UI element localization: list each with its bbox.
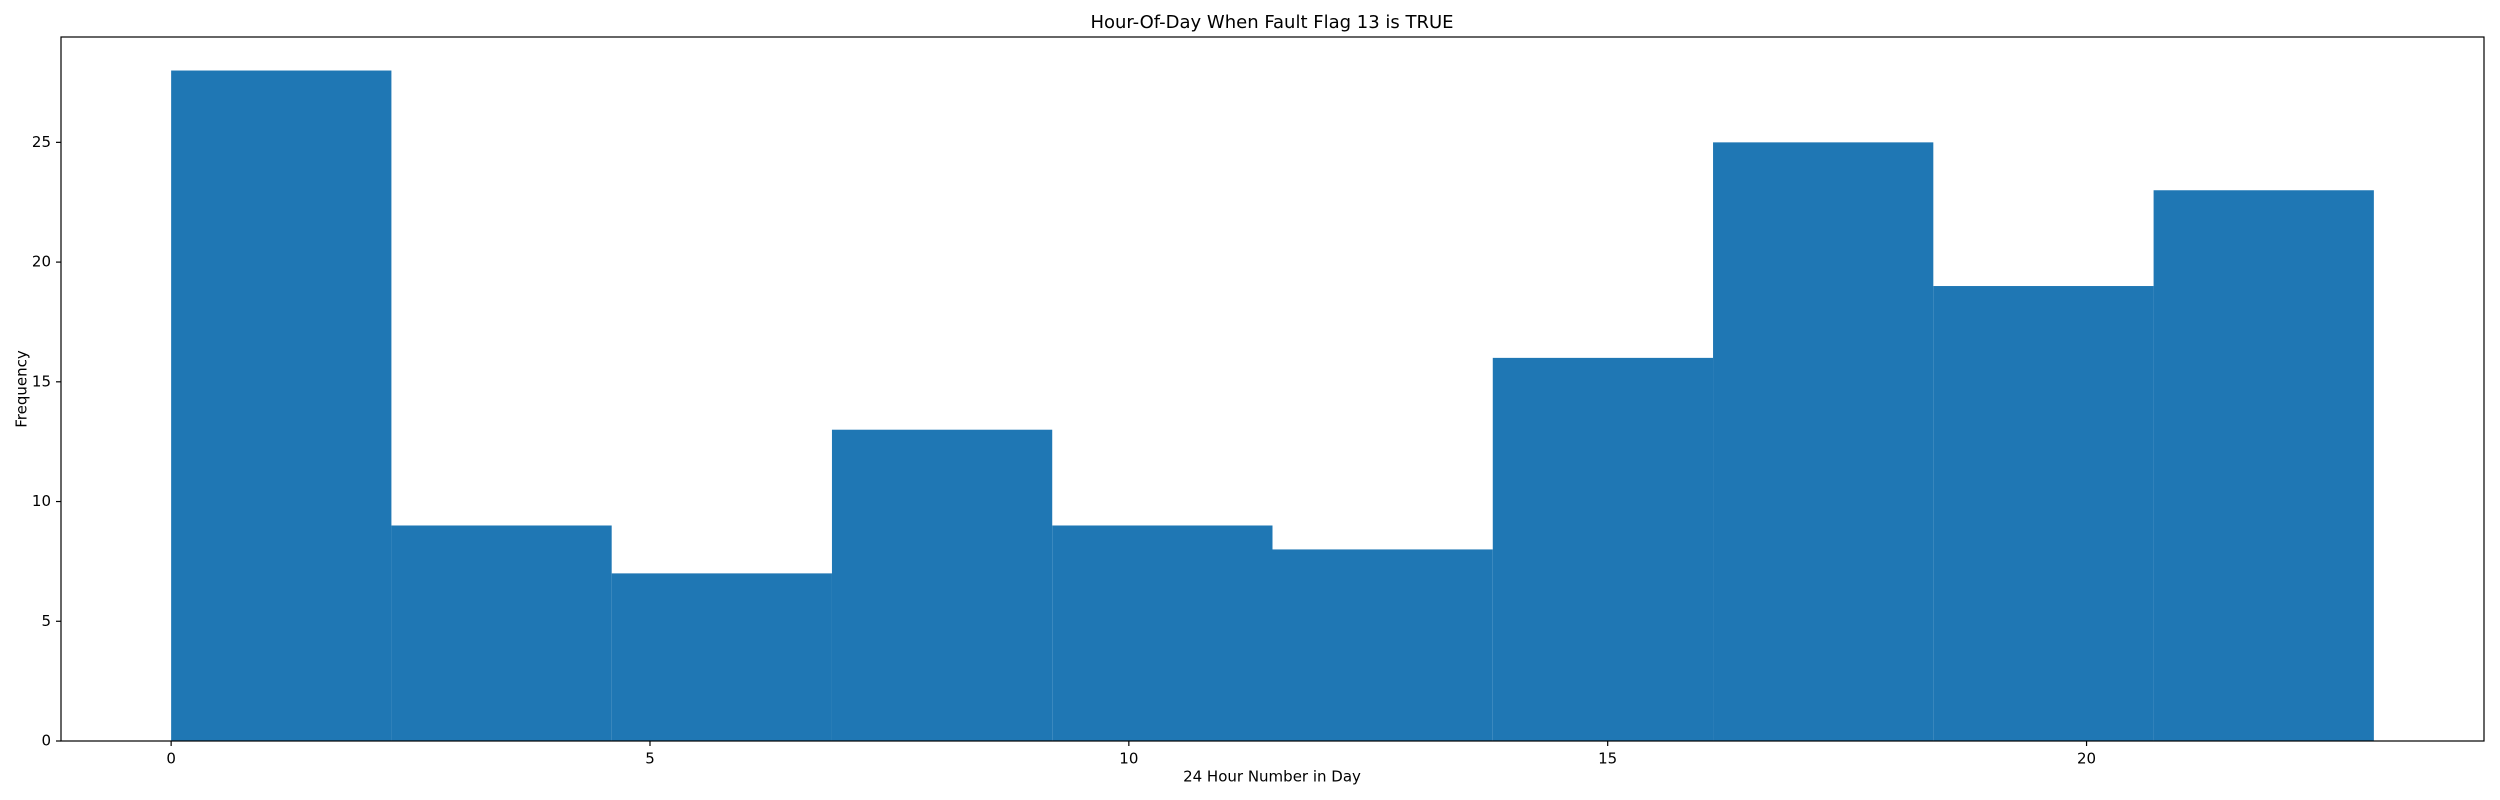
bar (391, 525, 612, 741)
bar (1052, 525, 1273, 741)
chart-title: Hour-Of-Day When Fault Flag 13 is TRUE (1090, 12, 1453, 33)
x-axis-label: 24 Hour Number in Day (1183, 768, 1361, 786)
bar (1492, 357, 1714, 741)
y-tick-label: 25 (32, 133, 51, 151)
bar (831, 429, 1053, 741)
y-tick-label: 10 (32, 492, 51, 510)
x-tick-label: 0 (166, 750, 176, 768)
bar (1713, 142, 1934, 742)
x-tick-label: 10 (1119, 750, 1138, 768)
x-tick-label: 5 (645, 750, 655, 768)
bar (171, 70, 392, 742)
y-axis-label: Frequency (13, 350, 31, 428)
y-tick-label: 15 (32, 372, 51, 390)
x-tick-label: 20 (2077, 750, 2096, 768)
bar (611, 573, 832, 741)
y-tick-label: 5 (41, 612, 51, 630)
bar (2153, 190, 2374, 741)
bar (1272, 549, 1493, 741)
x-tick-label: 15 (1598, 750, 1617, 768)
y-tick-label: 20 (32, 253, 51, 271)
bar (1933, 286, 2154, 741)
y-tick-label: 0 (41, 732, 51, 750)
plot-frame (60, 36, 2485, 742)
